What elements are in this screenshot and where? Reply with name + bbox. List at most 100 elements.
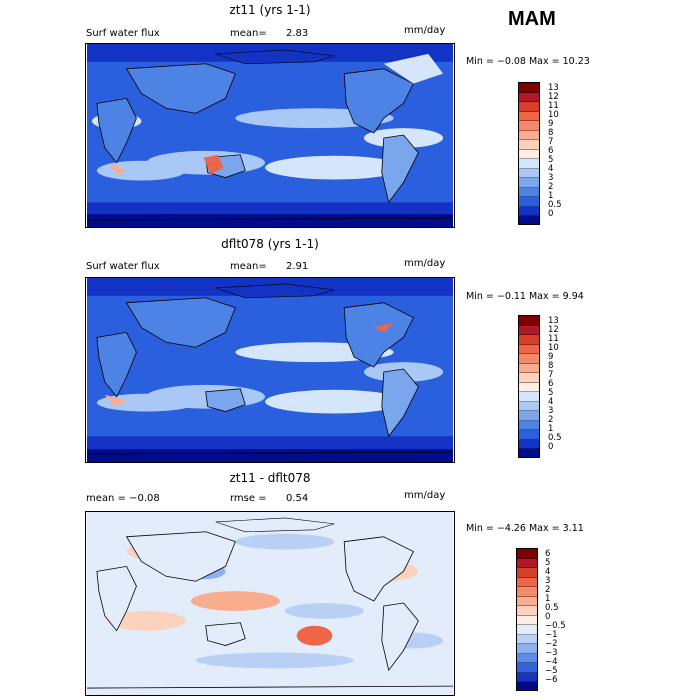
colorbar-3-seg — [517, 672, 537, 682]
colorbar-1-seg — [519, 206, 539, 216]
tick-label: 10 — [548, 110, 559, 120]
colorbar-2-seg — [519, 449, 539, 457]
panel-2-title: dflt078 (yrs 1-1) — [221, 237, 319, 251]
colorbar-1-seg — [519, 149, 539, 159]
panel-1-minmax: Min = −0.08 Max = 10.23 — [466, 56, 590, 67]
colorbar-2-seg — [519, 325, 539, 335]
panel-3-rmse-value: 0.54 — [286, 493, 309, 504]
tick-label: 0 — [548, 209, 554, 219]
tick-label: −4 — [545, 657, 558, 667]
tick-label: 8 — [548, 361, 554, 371]
panel-3-map — [85, 511, 455, 696]
colorbar-2-seg — [519, 354, 539, 364]
tick-label: −3 — [545, 648, 558, 658]
tick-label: 9 — [548, 119, 554, 129]
colorbar-3-seg — [517, 615, 537, 625]
colorbar-1-seg — [519, 197, 539, 207]
panel-3-colorbar-ticks: 6 5 4 3 2 1 0.5 0 −0.5 −1 −2 −3 −4 −5 −6 — [545, 550, 566, 685]
panel-1-title: zt11 (yrs 1-1) — [229, 3, 311, 17]
panel-1-mean-value: 2.83 — [286, 28, 309, 39]
panel-3-rmse-label: rmse = — [230, 493, 267, 504]
tick-label: 4 — [548, 397, 554, 407]
tick-label: 7 — [548, 370, 554, 380]
panel-3-units: mm/day — [404, 490, 446, 501]
panel-3-title: zt11 - dflt078 — [229, 471, 311, 485]
panel-1-variable-label: Surf water flux — [86, 28, 160, 39]
tick-label: 4 — [545, 567, 551, 577]
tick-label: 3 — [548, 173, 554, 183]
tick-label: 7 — [548, 137, 554, 147]
panel-2-map — [85, 277, 455, 463]
panel-1-map — [85, 43, 455, 228]
colorbar-3-seg — [517, 568, 537, 578]
tick-label: 1 — [548, 424, 554, 434]
colorbar-1-seg — [519, 168, 539, 178]
panel-1-colorbar-ticks: 13 12 11 10 9 8 7 6 5 4 3 2 1 0.5 0 — [548, 84, 562, 219]
tick-label: 5 — [548, 155, 554, 165]
tick-label: 3 — [548, 406, 554, 416]
colorbar-3-seg — [517, 549, 537, 559]
tick-label: 2 — [548, 182, 554, 192]
colorbar-1-seg — [519, 187, 539, 197]
colorbar-1-seg — [519, 130, 539, 140]
colorbar-2-seg — [519, 316, 539, 326]
tick-label: −5 — [545, 666, 558, 676]
tick-label: 0.5 — [548, 433, 562, 443]
tick-label: 13 — [548, 83, 559, 93]
tick-label: 6 — [548, 146, 554, 156]
panel-2-colorbar-ticks: 13 12 11 10 9 8 7 6 5 4 3 2 1 0.5 0 — [548, 317, 562, 452]
colorbar-2-seg — [519, 411, 539, 421]
tick-label: 0 — [548, 442, 554, 452]
colorbar-3-seg — [517, 577, 537, 587]
colorbar-1-seg — [519, 102, 539, 112]
colorbar-3-seg — [517, 596, 537, 606]
panel-2-minmax: Min = −0.11 Max = 9.94 — [466, 291, 584, 302]
colorbar-3-seg — [517, 587, 537, 597]
tick-label: 2 — [548, 415, 554, 425]
panel-1-colorbar — [518, 82, 540, 225]
tick-label: −1 — [545, 630, 558, 640]
colorbar-3-seg — [517, 653, 537, 663]
colorbar-3-seg — [517, 558, 537, 568]
panel-3-minmax: Min = −4.26 Max = 3.11 — [466, 523, 584, 534]
tick-label: 12 — [548, 92, 559, 102]
colorbar-2-seg — [519, 420, 539, 430]
panel-3-colorbar — [516, 548, 538, 691]
season-label: MAM — [508, 8, 556, 30]
tick-label: 2 — [545, 585, 551, 595]
colorbar-2-seg — [519, 363, 539, 373]
colorbar-2-seg — [519, 335, 539, 345]
colorbar-3-seg — [517, 682, 537, 690]
colorbar-2-seg — [519, 392, 539, 402]
colorbar-3-seg — [517, 625, 537, 635]
panel-2-units: mm/day — [404, 258, 446, 269]
tick-label: 0.5 — [545, 603, 559, 613]
colorbar-2-seg — [519, 344, 539, 354]
tick-label: 8 — [548, 128, 554, 138]
colorbar-1-seg — [519, 159, 539, 169]
colorbar-3-seg — [517, 644, 537, 654]
tick-label: 5 — [548, 388, 554, 398]
tick-label: −0.5 — [545, 621, 566, 631]
tick-label: 11 — [548, 101, 559, 111]
tick-label: 11 — [548, 334, 559, 344]
colorbar-2-seg — [519, 439, 539, 449]
panel-3-mean-label: mean = −0.08 — [86, 493, 160, 504]
colorbar-1-seg — [519, 216, 539, 224]
tick-label: 4 — [548, 164, 554, 174]
colorbar-1-seg — [519, 178, 539, 188]
tick-label: 10 — [548, 343, 559, 353]
tick-label: 1 — [548, 191, 554, 201]
panel-1-mean-label: mean= — [230, 28, 267, 39]
panel-2-variable-label: Surf water flux — [86, 261, 160, 272]
tick-label: 6 — [545, 549, 551, 559]
tick-label: 6 — [548, 379, 554, 389]
panel-1-units: mm/day — [404, 25, 446, 36]
tick-label: 9 — [548, 352, 554, 362]
tick-label: 12 — [548, 325, 559, 335]
colorbar-1-seg — [519, 111, 539, 121]
colorbar-1-seg — [519, 83, 539, 93]
colorbar-2-seg — [519, 382, 539, 392]
tick-label: 5 — [545, 558, 551, 568]
tick-label: −6 — [545, 675, 558, 685]
